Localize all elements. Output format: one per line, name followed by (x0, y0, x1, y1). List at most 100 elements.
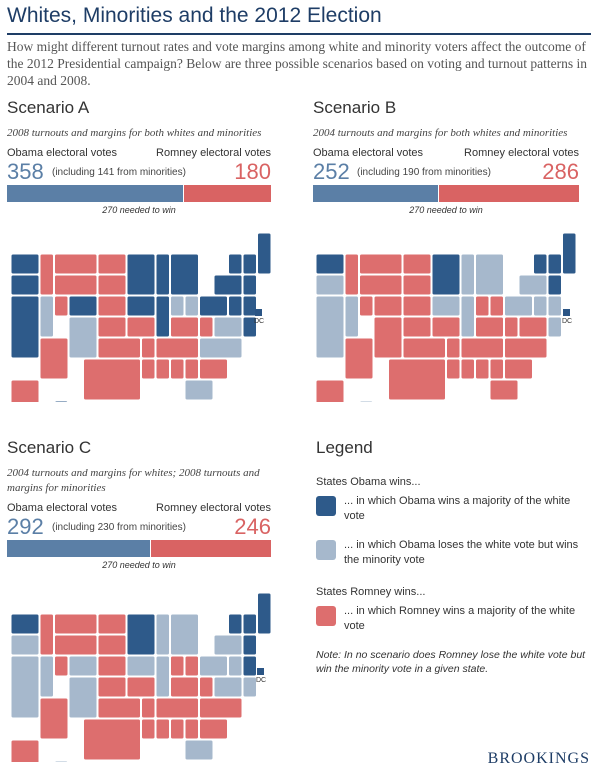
obama-bar-segment (313, 185, 438, 202)
state-la (141, 718, 156, 740)
state-tx (83, 358, 141, 401)
state-fl (184, 739, 214, 761)
state-in (170, 655, 185, 677)
state-hi (54, 400, 69, 402)
legend-item-obama-minority: ... in which Obama loses the white vote … (316, 538, 588, 568)
state-fl (489, 379, 519, 401)
romney-votes-value: 180 (234, 159, 271, 184)
state-ny (213, 274, 243, 296)
state-wi (460, 253, 475, 296)
electoral-vote-bar (7, 540, 271, 557)
electoral-vote-bar (313, 185, 579, 202)
legend-swatch (316, 606, 336, 626)
state-az (39, 697, 69, 740)
legend-title: Legend (316, 438, 373, 457)
state-sc (199, 358, 228, 380)
state-sd (402, 274, 432, 296)
obama-votes-value: 358 (7, 159, 44, 184)
state-ne (97, 295, 127, 317)
obama-votes-label: Obama electoral votes (7, 147, 118, 159)
state-ok (97, 337, 141, 359)
legend-obama-group: States Obama wins... (316, 476, 421, 488)
state-tx (83, 718, 141, 761)
obama-votes-value: 292 (7, 514, 44, 539)
intro-text: How might different turnout rates and vo… (7, 39, 587, 88)
state-md (242, 316, 257, 338)
state-ia (126, 655, 156, 677)
legend-text: ... in which Romney wins a majority of t… (344, 605, 576, 632)
state-ma (242, 274, 257, 296)
scenario-subtitle: 2004 turnouts and margins for both white… (313, 127, 568, 139)
state-ms (155, 718, 170, 740)
brookings-logo: BROOKINGS (487, 750, 590, 767)
state-hi (54, 760, 69, 762)
state-ut (359, 295, 374, 317)
scenario-subtitle: 2004 turnouts and margins for whites; 20… (7, 467, 260, 494)
state-az (39, 337, 69, 380)
minority-note: (including 190 from minorities) (357, 167, 491, 178)
minority-note: (including 141 from minorities) (52, 167, 186, 178)
state-oh (184, 655, 199, 677)
scenario-title: Scenario C (7, 438, 92, 457)
state-ct (547, 295, 562, 317)
state-ok (402, 337, 446, 359)
state-sc (199, 718, 228, 740)
state-tn (155, 337, 199, 359)
state-va (518, 316, 548, 338)
state-co (68, 295, 98, 317)
state-or (10, 274, 40, 296)
state-ca (315, 295, 345, 359)
state-wa (10, 253, 40, 275)
state-vt (533, 253, 548, 275)
state-al (475, 358, 490, 380)
state-ok (97, 697, 141, 719)
state-md (547, 316, 562, 338)
legend-item-romney-white: ... in which Romney wins a majority of t… (316, 604, 588, 634)
obama-bar-segment (7, 540, 150, 557)
state-mo (431, 316, 461, 338)
state-nh (547, 253, 562, 275)
dc-marker (563, 309, 570, 316)
state-mo (126, 316, 156, 338)
state-nd (97, 613, 127, 635)
us-map-scenario-a (10, 232, 272, 402)
state-nm (373, 316, 403, 359)
state-mt (54, 253, 98, 275)
romney-votes-value: 286 (542, 159, 579, 184)
state-hi (359, 400, 374, 402)
romney-bar-segment (184, 185, 271, 202)
state-oh (489, 295, 504, 317)
state-ne (97, 655, 127, 677)
state-ct (242, 655, 257, 677)
state-mn (126, 253, 156, 296)
state-me (257, 232, 272, 275)
state-al (170, 718, 185, 740)
state-id (344, 253, 359, 296)
state-co (68, 655, 98, 677)
legend-romney-group: States Romney wins... (316, 586, 426, 598)
state-vt (228, 613, 243, 635)
state-me (257, 592, 272, 635)
state-wy (54, 634, 98, 656)
state-ne (402, 295, 432, 317)
state-sc (504, 358, 533, 380)
romney-votes-label: Romney electoral votes (156, 502, 271, 514)
electoral-vote-bar (7, 185, 271, 202)
state-mi (475, 253, 504, 296)
state-nd (97, 253, 127, 275)
state-nv (39, 655, 54, 698)
state-sd (97, 634, 127, 656)
state-la (446, 358, 461, 380)
state-tn (155, 697, 199, 719)
romney-bar-segment (151, 540, 271, 557)
state-mi (170, 253, 199, 296)
state-wi (155, 253, 170, 296)
state-ut (54, 295, 69, 317)
state-nv (39, 295, 54, 338)
state-in (170, 295, 185, 317)
state-nd (402, 253, 432, 275)
legend-text: ... in which Obama wins a majority of th… (344, 495, 571, 522)
romney-votes-label: Romney electoral votes (464, 147, 579, 159)
dc-label: DC (562, 318, 573, 325)
state-nm (68, 676, 98, 719)
